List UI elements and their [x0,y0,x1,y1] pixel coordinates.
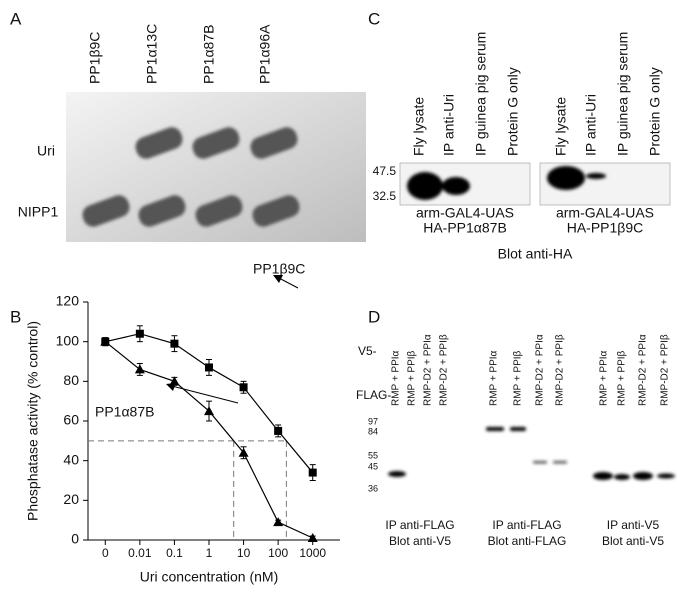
data-point [307,533,318,543]
y-tick-label: 120 [56,293,80,309]
lane-label: RMP-D2 + PPIα [535,334,546,406]
series-label: PP1α87B [95,404,154,420]
lane-label: RMP-D2 + PPIα [638,334,649,406]
data-point [205,363,213,372]
blot-caption: Blot anti-V5 [389,534,451,548]
data-point [100,336,111,346]
lane-label: IP anti-Uri [441,94,457,156]
x-axis-title: Uri concentration (nM) [140,569,279,585]
y-tick-label: 0 [71,531,79,547]
blot-caption: IP anti-V5 [607,518,660,532]
blot-caption: IP anti-FLAG [492,518,561,532]
data-point [274,426,283,435]
blot-caption: Blot anti-FLAG [488,534,567,548]
lane-label: IP guinea pig serum [615,32,631,156]
x-tick-label: 100 [268,546,288,560]
data-point [308,468,317,477]
lane-label: Fly lysate [553,97,569,156]
blot-caption: HA-PP1α87B [423,220,507,236]
blot-caption: Blot anti-V5 [602,534,664,548]
mw-marker: 36 [368,483,378,493]
y-tick-label: 40 [63,451,79,467]
data-point [238,447,249,457]
lane-label: RMP + PPIβ [617,350,628,406]
x-tick-label: 1000 [299,546,326,560]
data-point [273,517,284,527]
y-tick-label: 80 [63,372,79,388]
blot-caption: arm-GAL4-UAS [416,205,514,221]
mw-marker: 55 [368,450,378,460]
blot-caption: HA-PP1β9C [567,220,644,236]
panel-label: A [10,9,22,28]
blot-caption: arm-GAL4-UAS [556,205,654,221]
x-tick-label: 0.01 [128,546,152,560]
blot-bands [82,127,300,227]
y-tick-label: 100 [56,332,80,348]
column-label: PP1α87B [201,25,217,84]
y-axis-title: Phosphatase activity (% control) [25,321,41,521]
lane-label: RMP + PPIα [489,350,500,406]
lane-label: RMP-D2 + PPIβ [660,334,671,406]
row-label: V5- [358,344,377,358]
row-label: FLAG- [356,388,391,402]
x-tick-label: 10 [237,546,251,560]
lane-label: RMP-D2 + PPIβ [439,334,450,406]
lane-label: RMP + PPIβ [407,350,418,406]
row-label: NIPP1 [18,204,59,220]
lane-label: Protein G only [647,67,663,156]
data-point [135,329,144,338]
blot-footer: Blot anti-HA [498,246,573,262]
blot-bands [407,166,606,200]
y-tick-label: 20 [63,491,79,507]
lane-label: RMP + PPIβ [513,350,524,406]
data-point [170,339,179,348]
lane-label: RMP + PPIα [599,350,610,406]
mw-marker: 84 [368,426,378,436]
panel-label: D [368,307,380,326]
lane-label: Protein G only [505,67,521,156]
panel-label: B [10,307,21,326]
x-tick-label: 0.1 [166,546,183,560]
lane-label: RMP-D2 + PPIα [423,334,434,406]
series-label: PP1β9C [253,261,305,277]
arrowhead [166,383,176,391]
column-label: PP1β9C [87,32,103,84]
mw-marker: 45 [368,461,378,471]
lane-label: IP anti-Uri [583,94,599,156]
data-point [204,406,214,416]
lane-label: Fly lysate [411,97,427,156]
x-tick-label: 1 [206,546,213,560]
lane-label: RMP-D2 + PPIβ [555,334,566,406]
data-point [169,376,180,386]
mw-marker: 32.5 [373,189,397,203]
mw-marker: 47.5 [373,164,397,178]
data-point [134,364,145,374]
lane-label: IP guinea pig serum [473,32,489,156]
annotation-arrow [167,384,239,404]
data-point [239,383,248,392]
mw-marker: 97 [368,416,378,426]
y-tick-label: 60 [63,412,79,428]
blot-bands [388,427,675,480]
x-tick-label: 0 [102,546,109,560]
row-label: Uri [37,143,55,159]
lane-label: RMP + PPIα [391,350,402,406]
column-label: PP1α96A [257,24,273,84]
panel-label: C [368,9,380,28]
arrowhead [273,275,283,283]
blot-caption: IP anti-FLAG [385,518,454,532]
column-label: PP1α13C [144,24,160,84]
